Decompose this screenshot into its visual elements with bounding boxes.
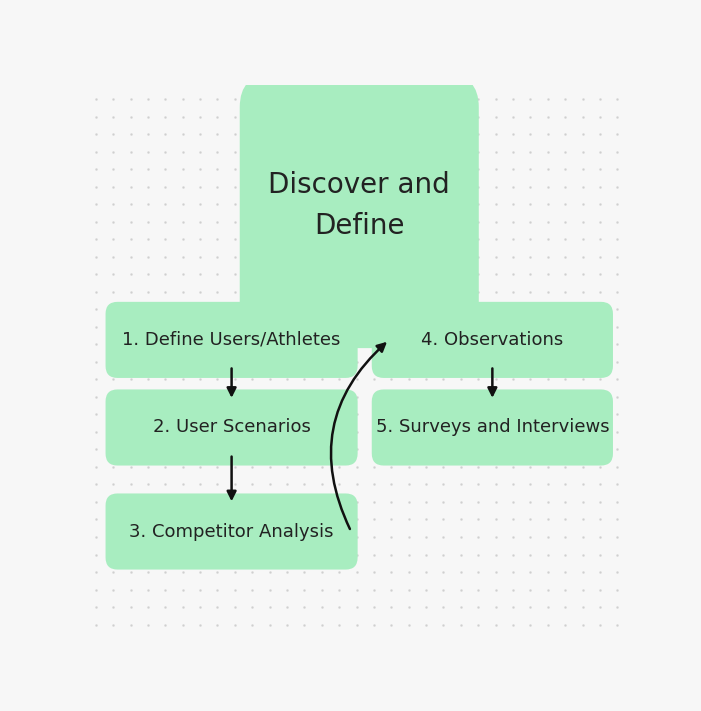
Text: 1. Define Users/Athletes: 1. Define Users/Athletes [123,331,341,349]
FancyBboxPatch shape [106,302,358,378]
Text: 3. Competitor Analysis: 3. Competitor Analysis [130,523,334,540]
FancyBboxPatch shape [372,302,613,378]
Text: 2. User Scenarios: 2. User Scenarios [153,419,311,437]
FancyBboxPatch shape [106,390,358,466]
Text: 5. Surveys and Interviews: 5. Surveys and Interviews [376,419,609,437]
FancyBboxPatch shape [106,493,358,570]
FancyBboxPatch shape [240,75,479,348]
Text: Discover and
Define: Discover and Define [268,171,450,240]
Text: 4. Observations: 4. Observations [421,331,564,349]
FancyBboxPatch shape [372,390,613,466]
